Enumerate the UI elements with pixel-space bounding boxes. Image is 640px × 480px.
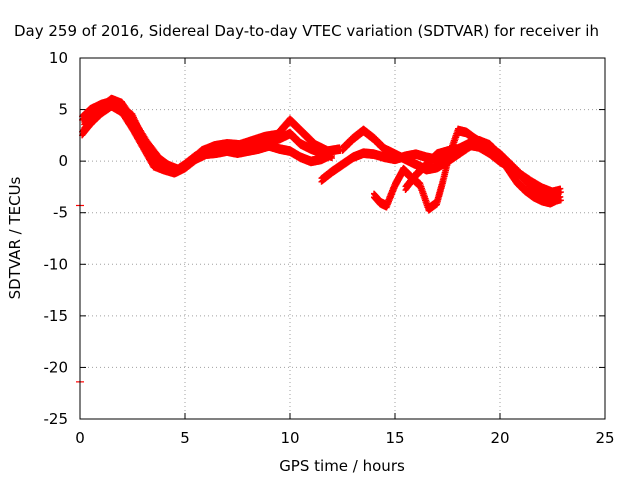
x-tick-label: 15 — [385, 429, 404, 447]
data-point — [517, 169, 524, 176]
data-point — [518, 173, 524, 180]
plot-frame — [79, 57, 606, 420]
x-axis-label: GPS time / hours — [279, 457, 405, 475]
series-3 — [81, 94, 344, 175]
data-point — [555, 197, 562, 204]
x-tick-label: 20 — [490, 429, 509, 447]
axis-ticks: 0 5 10 15 20 25 -25 -20 -15 -10 -5 0 5 10 — [44, 49, 615, 447]
data-points — [76, 94, 564, 383]
y-tick-label: -10 — [44, 255, 69, 273]
y-tick-label: -20 — [44, 358, 69, 376]
series-6 — [371, 125, 562, 214]
x-tick-label: 25 — [595, 429, 614, 447]
y-tick-label: -25 — [44, 410, 69, 428]
y-tick-label: -15 — [44, 307, 69, 325]
x-tick-label: 10 — [280, 429, 299, 447]
y-tick-label: 10 — [49, 49, 68, 67]
y-axis-label: SDTVAR / TECUs — [6, 176, 24, 299]
data-point — [516, 168, 523, 175]
y-tick-label: 0 — [58, 152, 68, 170]
x-tick-label: 0 — [75, 429, 85, 447]
y-tick-label: 5 — [58, 101, 68, 119]
y-tick-label: -5 — [53, 204, 68, 222]
x-tick-label: 5 — [180, 429, 190, 447]
chart-title: Day 259 of 2016, Sidereal Day-to-day VTE… — [14, 22, 599, 40]
grid-lines — [80, 58, 605, 419]
series-7 — [402, 135, 524, 194]
